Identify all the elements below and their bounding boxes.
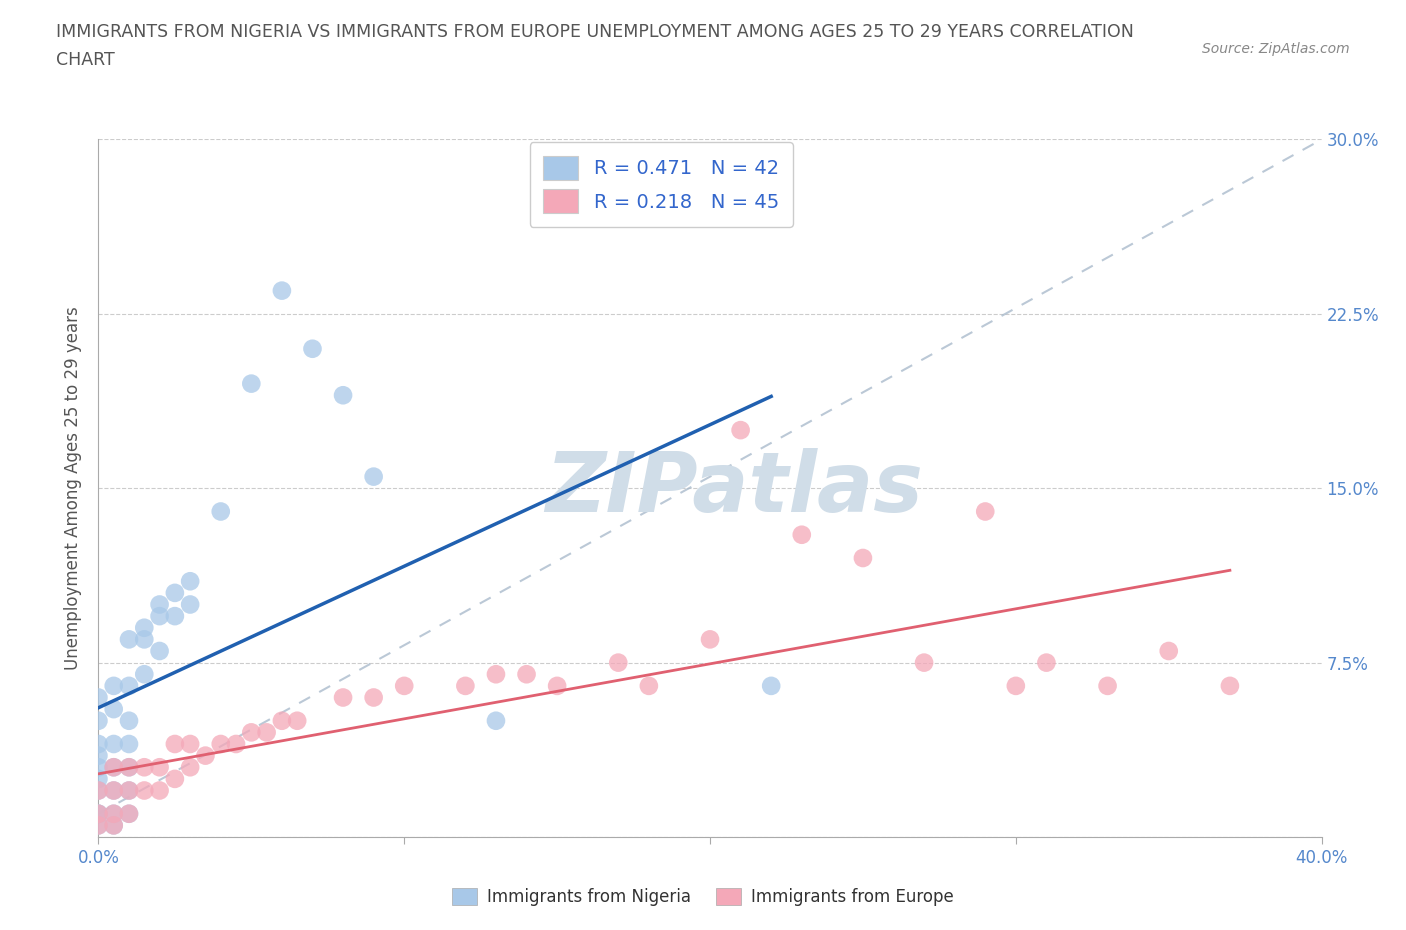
Point	[485, 713, 508, 728]
Point	[1035, 656, 1057, 671]
Point	[103, 760, 125, 775]
Point	[179, 597, 201, 612]
Point	[103, 783, 125, 798]
Point	[87, 737, 110, 751]
Point	[852, 551, 875, 565]
Point	[1097, 679, 1119, 694]
Point	[912, 656, 935, 671]
Point	[118, 679, 141, 694]
Text: ZIPatlas: ZIPatlas	[546, 447, 924, 529]
Point	[149, 597, 172, 612]
Point	[134, 783, 156, 798]
Point	[256, 725, 278, 740]
Point	[149, 783, 172, 798]
Point	[790, 527, 813, 542]
Point	[134, 632, 156, 647]
Point	[363, 469, 385, 484]
Point	[209, 737, 232, 751]
Point	[179, 737, 201, 751]
Point	[270, 713, 292, 728]
Point	[485, 667, 508, 682]
Point	[454, 679, 477, 694]
Text: Source: ZipAtlas.com: Source: ZipAtlas.com	[1202, 42, 1350, 56]
Point	[103, 806, 125, 821]
Point	[118, 783, 141, 798]
Point	[87, 818, 110, 833]
Point	[240, 376, 263, 391]
Point	[363, 690, 385, 705]
Point	[118, 806, 141, 821]
Point	[149, 760, 172, 775]
Point	[118, 760, 141, 775]
Point	[759, 679, 782, 694]
Point	[87, 760, 110, 775]
Point	[301, 341, 323, 356]
Point	[163, 609, 186, 624]
Point	[163, 737, 186, 751]
Point	[270, 283, 292, 298]
Point	[392, 679, 416, 694]
Point	[118, 632, 141, 647]
Point	[134, 620, 156, 635]
Point	[730, 422, 752, 438]
Point	[134, 760, 156, 775]
Point	[103, 818, 125, 833]
Point	[163, 586, 186, 601]
Point	[103, 806, 125, 821]
Point	[1004, 679, 1026, 694]
Point	[87, 690, 110, 705]
Point	[1219, 679, 1241, 694]
Point	[516, 667, 538, 682]
Point	[87, 806, 110, 821]
Point	[87, 806, 110, 821]
Point	[87, 806, 110, 821]
Point	[149, 609, 172, 624]
Point	[118, 713, 141, 728]
Legend: R = 0.471   N = 42, R = 0.218   N = 45: R = 0.471 N = 42, R = 0.218 N = 45	[530, 142, 793, 227]
Point	[103, 679, 125, 694]
Point	[607, 656, 630, 671]
Point	[225, 737, 247, 751]
Y-axis label: Unemployment Among Ages 25 to 29 years: Unemployment Among Ages 25 to 29 years	[65, 306, 83, 671]
Point	[149, 644, 172, 658]
Point	[209, 504, 232, 519]
Legend: Immigrants from Nigeria, Immigrants from Europe: Immigrants from Nigeria, Immigrants from…	[446, 881, 960, 912]
Text: IMMIGRANTS FROM NIGERIA VS IMMIGRANTS FROM EUROPE UNEMPLOYMENT AMONG AGES 25 TO : IMMIGRANTS FROM NIGERIA VS IMMIGRANTS FR…	[56, 23, 1135, 41]
Point	[332, 388, 354, 403]
Point	[87, 818, 110, 833]
Point	[103, 760, 125, 775]
Point	[163, 772, 186, 787]
Point	[103, 737, 125, 751]
Point	[179, 760, 201, 775]
Point	[699, 632, 721, 647]
Point	[87, 783, 110, 798]
Point	[1157, 644, 1180, 658]
Point	[87, 772, 110, 787]
Point	[87, 783, 110, 798]
Point	[118, 783, 141, 798]
Point	[194, 748, 217, 763]
Text: CHART: CHART	[56, 51, 115, 69]
Point	[103, 701, 125, 716]
Point	[118, 737, 141, 751]
Point	[118, 806, 141, 821]
Point	[285, 713, 308, 728]
Point	[103, 818, 125, 833]
Point	[974, 504, 997, 519]
Point	[179, 574, 201, 589]
Point	[118, 760, 141, 775]
Point	[332, 690, 354, 705]
Point	[546, 679, 568, 694]
Point	[240, 725, 263, 740]
Point	[87, 748, 110, 763]
Point	[637, 679, 661, 694]
Point	[134, 667, 156, 682]
Point	[87, 713, 110, 728]
Point	[103, 783, 125, 798]
